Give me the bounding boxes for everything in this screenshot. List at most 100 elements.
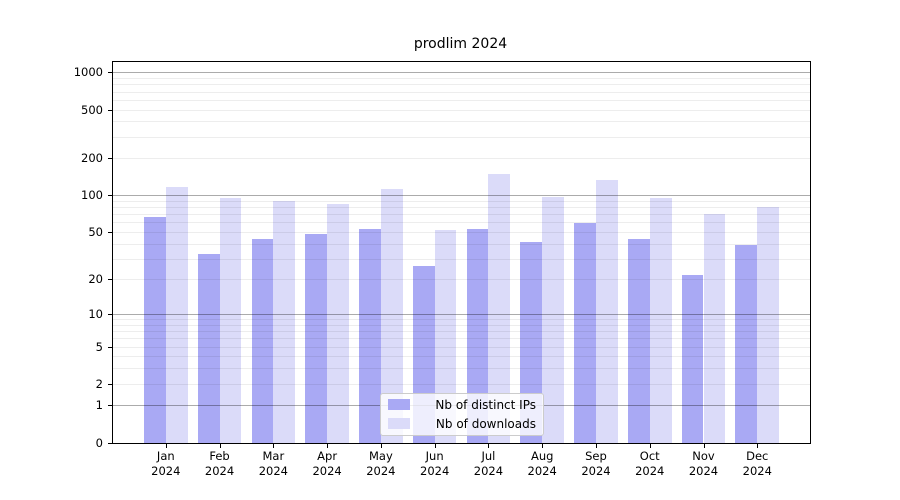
bar-distinct-ips bbox=[520, 242, 543, 443]
bar-downloads bbox=[703, 214, 726, 443]
x-tick-label: Oct 2024 bbox=[620, 449, 680, 479]
legend: Nb of distinct IPs Nb of downloads bbox=[380, 392, 544, 436]
x-tick-label-year: 2024 bbox=[635, 464, 665, 478]
x-tick-mark bbox=[488, 443, 490, 448]
legend-swatch-distinct-ips bbox=[388, 399, 410, 410]
gridline-minor bbox=[112, 84, 810, 86]
y-tick-mark bbox=[107, 231, 112, 233]
x-tick-label-year: 2024 bbox=[366, 464, 396, 478]
gridline-major bbox=[112, 314, 810, 316]
bar-distinct-ips bbox=[359, 228, 381, 443]
gridline-major bbox=[112, 195, 810, 197]
gridline-minor bbox=[112, 331, 810, 333]
y-tick-mark bbox=[107, 346, 112, 348]
x-tick-label-year: 2024 bbox=[420, 464, 450, 478]
x-tick-label-year: 2024 bbox=[527, 464, 557, 478]
bar-downloads bbox=[434, 229, 457, 443]
gridline-minor bbox=[112, 158, 810, 160]
bar-downloads bbox=[757, 206, 780, 443]
gridline-minor bbox=[112, 383, 810, 385]
gridline-minor bbox=[112, 91, 810, 93]
bar-downloads bbox=[219, 197, 242, 443]
x-tick-label: Apr 2024 bbox=[297, 449, 357, 479]
y-tick-label: 200 bbox=[81, 151, 103, 166]
x-tick-label: Mar 2024 bbox=[243, 449, 303, 479]
bar-distinct-ips bbox=[197, 253, 220, 443]
y-tick-mark bbox=[107, 109, 112, 111]
y-tick-mark bbox=[107, 383, 112, 385]
bar-downloads bbox=[595, 180, 618, 443]
x-tick-label-year: 2024 bbox=[473, 464, 504, 478]
x-tick-mark bbox=[649, 443, 651, 448]
x-tick-mark bbox=[219, 443, 221, 448]
bar-downloads bbox=[542, 196, 564, 443]
bar-downloads bbox=[488, 173, 511, 443]
x-tick-label: Feb 2024 bbox=[190, 449, 250, 479]
bar-distinct-ips bbox=[735, 244, 758, 443]
bar-distinct-ips bbox=[627, 238, 650, 443]
bar-distinct-ips bbox=[574, 223, 596, 443]
y-tick-mark bbox=[107, 158, 112, 160]
x-tick-mark bbox=[434, 443, 436, 448]
x-tick-label: Sep 2024 bbox=[566, 449, 626, 479]
gridline-major bbox=[112, 72, 810, 74]
y-tick-label: 50 bbox=[88, 224, 103, 239]
x-tick-mark bbox=[595, 443, 597, 448]
gridline-minor bbox=[112, 200, 810, 202]
x-tick-label: Jun 2024 bbox=[405, 449, 465, 479]
x-tick-label: Nov 2024 bbox=[674, 449, 734, 479]
plot-area: Nb of distinct IPs Nb of downloads bbox=[111, 60, 811, 444]
y-tick-mark bbox=[107, 279, 112, 281]
gridline-minor bbox=[112, 338, 810, 340]
x-tick-label: Jan 2024 bbox=[136, 449, 196, 479]
gridline-minor bbox=[112, 258, 810, 260]
bar-distinct-ips bbox=[251, 238, 274, 443]
y-tick-label: 1000 bbox=[73, 65, 103, 80]
gridline-minor bbox=[112, 109, 810, 111]
bar-distinct-ips bbox=[681, 274, 704, 443]
x-tick-label-year: 2024 bbox=[312, 464, 342, 478]
y-tick-mark bbox=[107, 442, 112, 444]
gridline-minor bbox=[112, 78, 810, 80]
x-tick-label-year: 2024 bbox=[204, 464, 235, 478]
gridline-minor bbox=[112, 279, 810, 281]
x-tick-mark bbox=[703, 443, 705, 448]
gridline-minor bbox=[112, 368, 810, 370]
bar-distinct-ips bbox=[305, 234, 328, 443]
y-tick-mark bbox=[107, 195, 112, 197]
x-tick-mark bbox=[327, 443, 329, 448]
x-tick-mark bbox=[273, 443, 275, 448]
x-tick-mark bbox=[380, 443, 382, 448]
gridline-minor bbox=[112, 319, 810, 321]
x-tick-label: Jul 2024 bbox=[458, 449, 518, 479]
gridline-minor bbox=[112, 356, 810, 358]
y-tick-label: 100 bbox=[81, 188, 103, 203]
x-tick-label-year: 2024 bbox=[581, 464, 611, 478]
x-tick-label: May 2024 bbox=[351, 449, 411, 479]
bar-distinct-ips bbox=[144, 216, 166, 443]
bar-distinct-ips bbox=[466, 228, 489, 443]
y-tick-mark bbox=[107, 314, 112, 316]
gridline-minor bbox=[112, 207, 810, 209]
gridline-minor bbox=[112, 136, 810, 138]
y-tick-mark bbox=[107, 405, 112, 407]
y-tick-label: 1 bbox=[95, 398, 103, 413]
x-tick-label: Aug 2024 bbox=[512, 449, 572, 479]
y-tick-label: 500 bbox=[81, 102, 103, 117]
y-tick-label: 20 bbox=[88, 272, 103, 287]
legend-label-distinct-ips: Nb of distinct IPs bbox=[435, 397, 536, 412]
x-tick-label-year: 2024 bbox=[742, 464, 772, 478]
chart-title: prodlim 2024 bbox=[413, 36, 508, 52]
x-tick-label-year: 2024 bbox=[151, 464, 181, 478]
gridline-minor bbox=[112, 99, 810, 101]
gridline-minor bbox=[112, 231, 810, 233]
gridline-minor bbox=[112, 243, 810, 245]
x-tick-mark bbox=[542, 443, 544, 448]
y-tick-mark bbox=[107, 72, 112, 74]
bar-downloads bbox=[380, 189, 403, 443]
y-tick-label: 5 bbox=[95, 339, 103, 354]
x-tick-label: Dec 2024 bbox=[727, 449, 787, 479]
gridline-minor bbox=[112, 214, 810, 216]
gridline-minor bbox=[112, 324, 810, 326]
